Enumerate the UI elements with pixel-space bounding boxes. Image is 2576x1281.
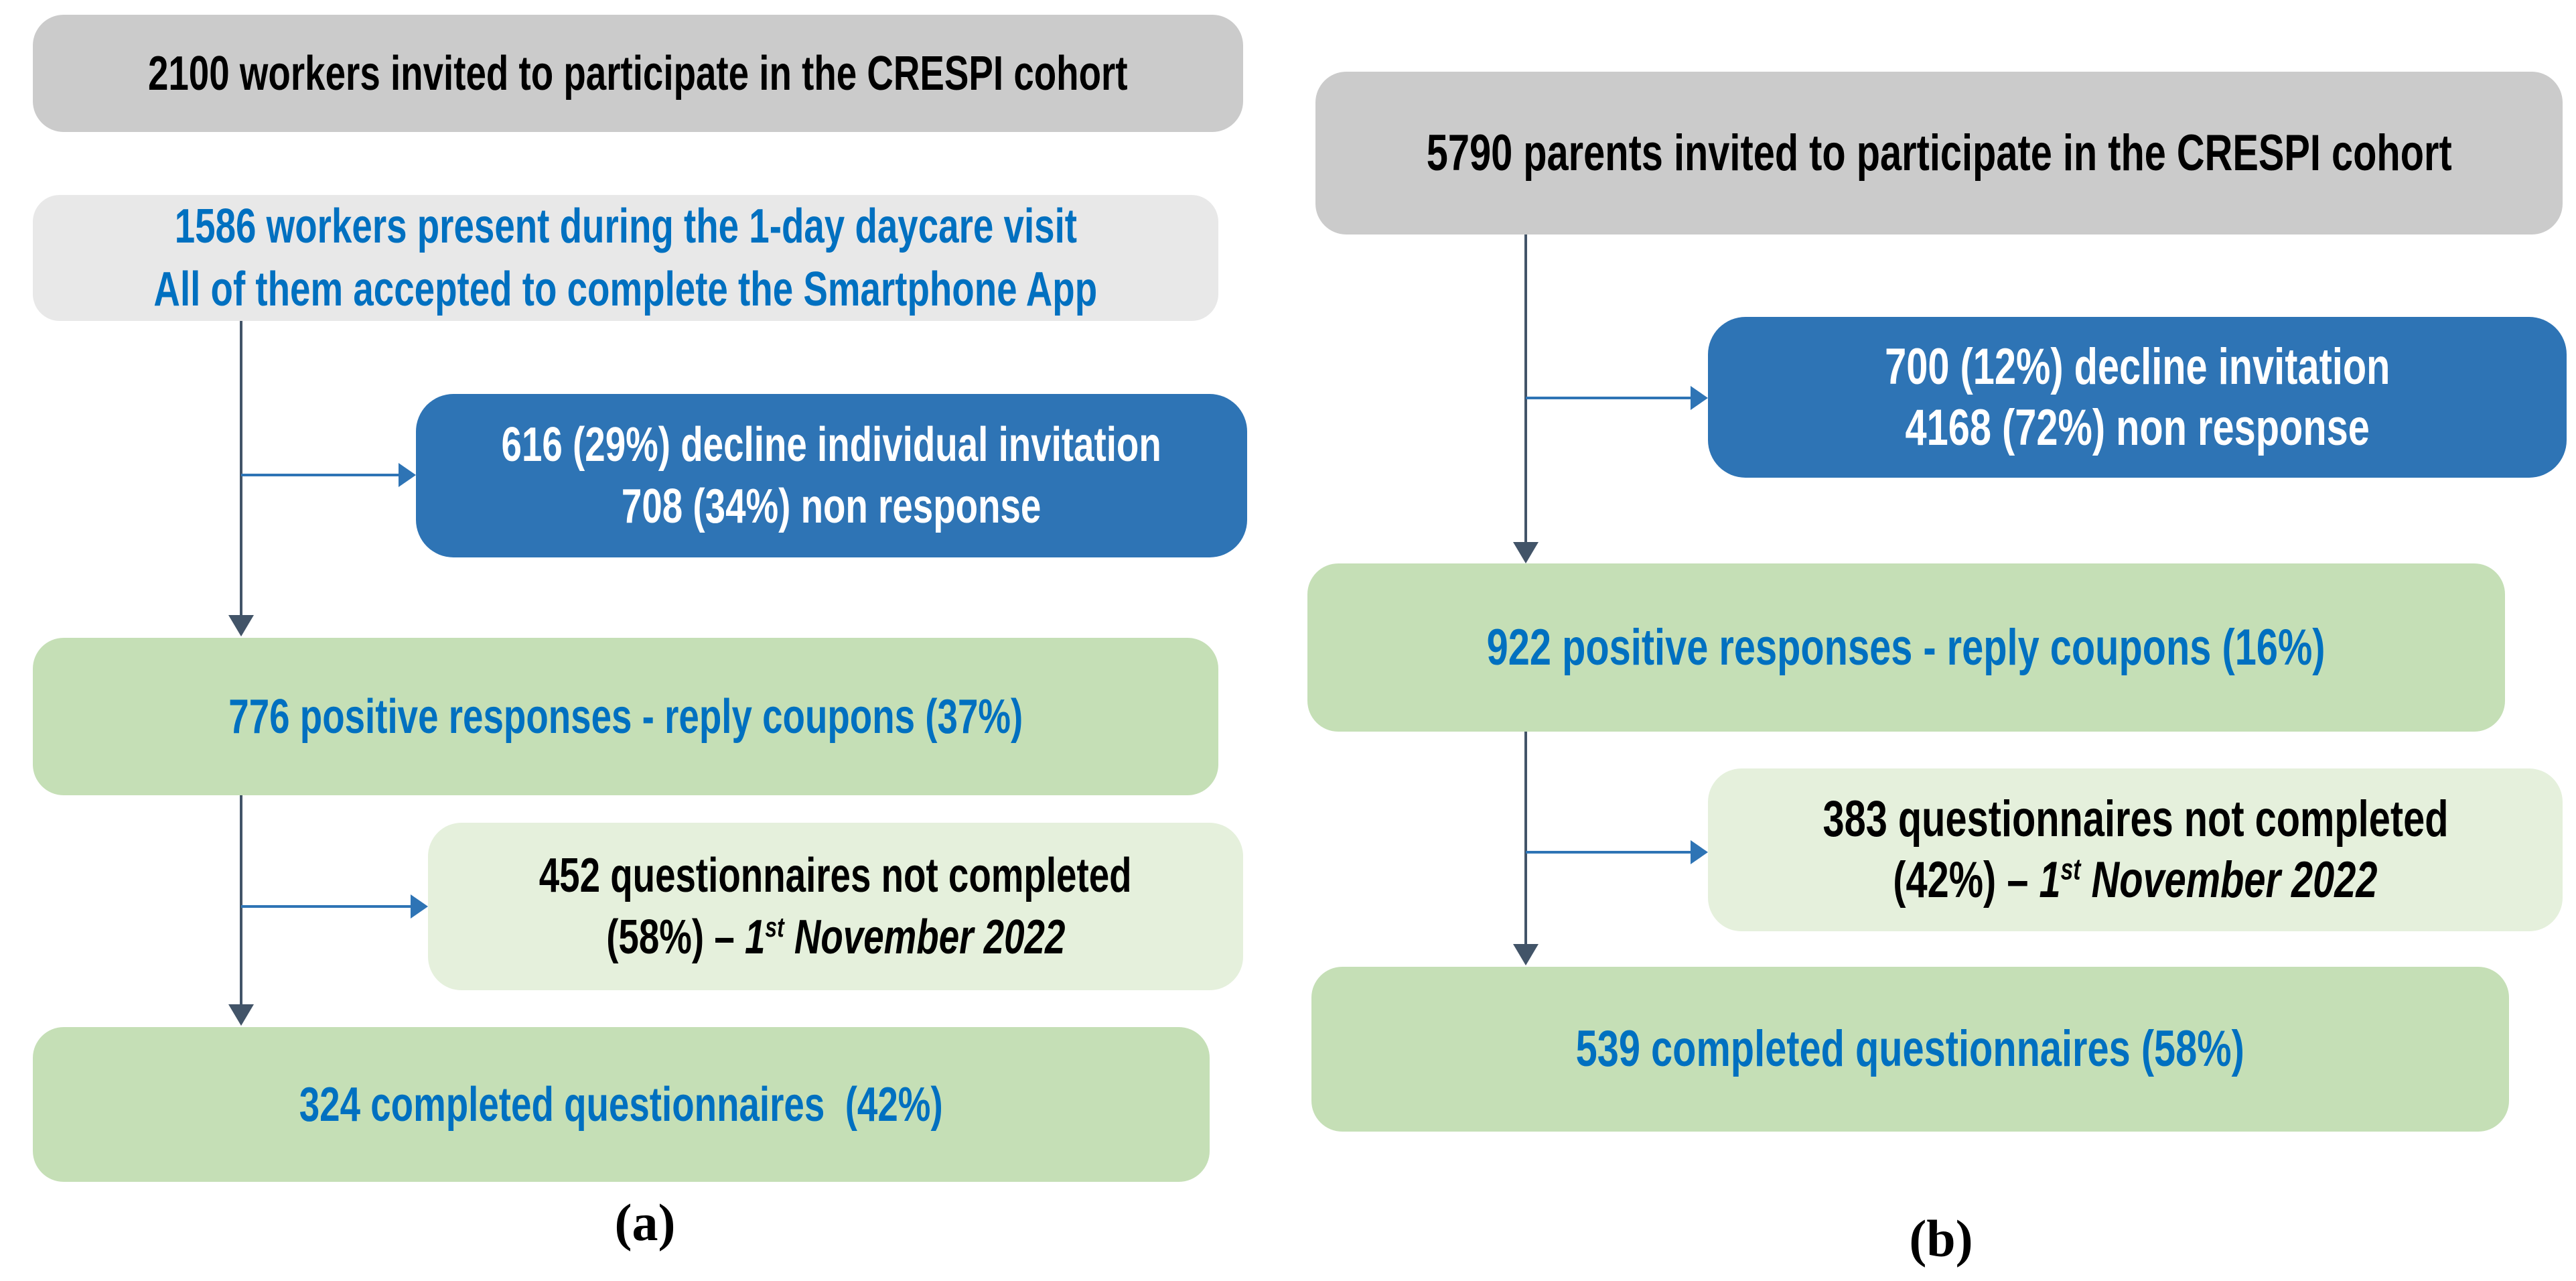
box-workers-not-completed-line1: 452 questionnaires not completed xyxy=(539,849,1132,902)
connector-b-positive-arrowhead-icon xyxy=(1513,542,1539,563)
connector-b-invited-to-positive-line xyxy=(1524,234,1527,543)
box-parents-positive-responses: 922 positive responses - reply coupons (… xyxy=(1307,563,2505,732)
box-parents-completed-text: 539 completed questionnaires (58%) xyxy=(1575,1020,2245,1077)
connector-a-decline-line xyxy=(241,474,399,476)
box-workers-not-completed-line2: (58%) – 1st November 2022 xyxy=(606,913,1065,961)
connector-a-positive-arrowhead-icon xyxy=(228,615,254,636)
nc-percent-prefix-b: (42%) – xyxy=(1893,852,2040,908)
box-workers-present-line2: All of them accepted to complete the Sma… xyxy=(153,263,1098,316)
connector-a-notcompleted-line xyxy=(241,905,411,908)
box-workers-positive-responses: 776 positive responses - reply coupons (… xyxy=(33,638,1218,795)
box-workers-decline-line2: 708 (34%) non response xyxy=(622,480,1042,533)
box-parents-positive-responses-text: 922 positive responses - reply coupons (… xyxy=(1487,618,2325,676)
connector-a-completed-arrowhead-icon xyxy=(228,1004,254,1026)
box-parents-not-completed-line1: 383 questionnaires not completed xyxy=(1822,791,2448,848)
box-parents-decline-line1: 700 (12%) decline invitation xyxy=(1884,338,2390,395)
box-workers-positive-responses-text: 776 positive responses - reply coupons (… xyxy=(228,689,1023,744)
box-parents-completed: 539 completed questionnaires (58%) xyxy=(1311,967,2509,1132)
nc-date-ordinal-b: st xyxy=(2060,853,2081,886)
connector-a-notcompleted-arrowhead-icon xyxy=(411,894,428,919)
connector-b-decline-arrowhead-icon xyxy=(1691,386,1708,410)
connector-b-notcompleted-line xyxy=(1526,851,1692,854)
box-parents-not-completed-line2: (42%) – 1st November 2022 xyxy=(1893,855,2377,906)
box-parents-decline: 700 (12%) decline invitation 4168 (72%) … xyxy=(1708,317,2567,478)
nc-date-italic: 1st November 2022 xyxy=(745,911,1065,964)
box-workers-completed-text: 324 completed questionnaires (42%) xyxy=(299,1077,943,1132)
box-parents-not-completed: 383 questionnaires not completed (42%) –… xyxy=(1708,768,2563,931)
box-parents-decline-line2: 4168 (72%) non response xyxy=(1905,399,2370,456)
connector-b-notcompleted-arrowhead-icon xyxy=(1691,840,1708,864)
panel-b-label: (b) xyxy=(1909,1209,1973,1268)
box-workers-present-line1: 1586 workers present during the 1-day da… xyxy=(174,200,1077,253)
panel-a-label: (a) xyxy=(614,1193,676,1252)
box-parents-invited: 5790 parents invited to participate in t… xyxy=(1315,72,2563,234)
nc-date-day: 1 xyxy=(744,911,766,964)
box-parents-invited-text: 5790 parents invited to participate in t… xyxy=(1426,124,2452,182)
box-workers-decline-line1: 616 (29%) decline individual invitation xyxy=(501,418,1162,472)
connector-b-positive-to-completed-line xyxy=(1524,732,1527,945)
box-workers-invited-text: 2100 workers invited to participate in t… xyxy=(148,46,1128,100)
nc-date-italic-b: 1st November 2022 xyxy=(2040,852,2378,908)
nc-date-day-b: 1 xyxy=(2039,852,2061,908)
nc-date-ordinal: st xyxy=(765,911,784,943)
connector-b-completed-arrowhead-icon xyxy=(1513,944,1539,965)
connector-a-present-to-positive-line xyxy=(240,321,242,616)
nc-percent-prefix: (58%) – xyxy=(605,911,745,964)
nc-date-rest-b: November 2022 xyxy=(2080,852,2378,908)
connector-a-positive-to-completed-line xyxy=(240,795,242,1004)
box-workers-not-completed: 452 questionnaires not completed (58%) –… xyxy=(428,823,1243,990)
box-workers-completed: 324 completed questionnaires (42%) xyxy=(33,1027,1210,1182)
box-workers-present: 1586 workers present during the 1-day da… xyxy=(33,195,1218,321)
box-workers-invited: 2100 workers invited to participate in t… xyxy=(33,15,1243,132)
nc-date-rest: November 2022 xyxy=(784,911,1066,964)
box-workers-decline: 616 (29%) decline individual invitation … xyxy=(416,394,1247,557)
connector-a-decline-arrowhead-icon xyxy=(399,463,416,487)
connector-b-decline-line xyxy=(1526,397,1692,399)
